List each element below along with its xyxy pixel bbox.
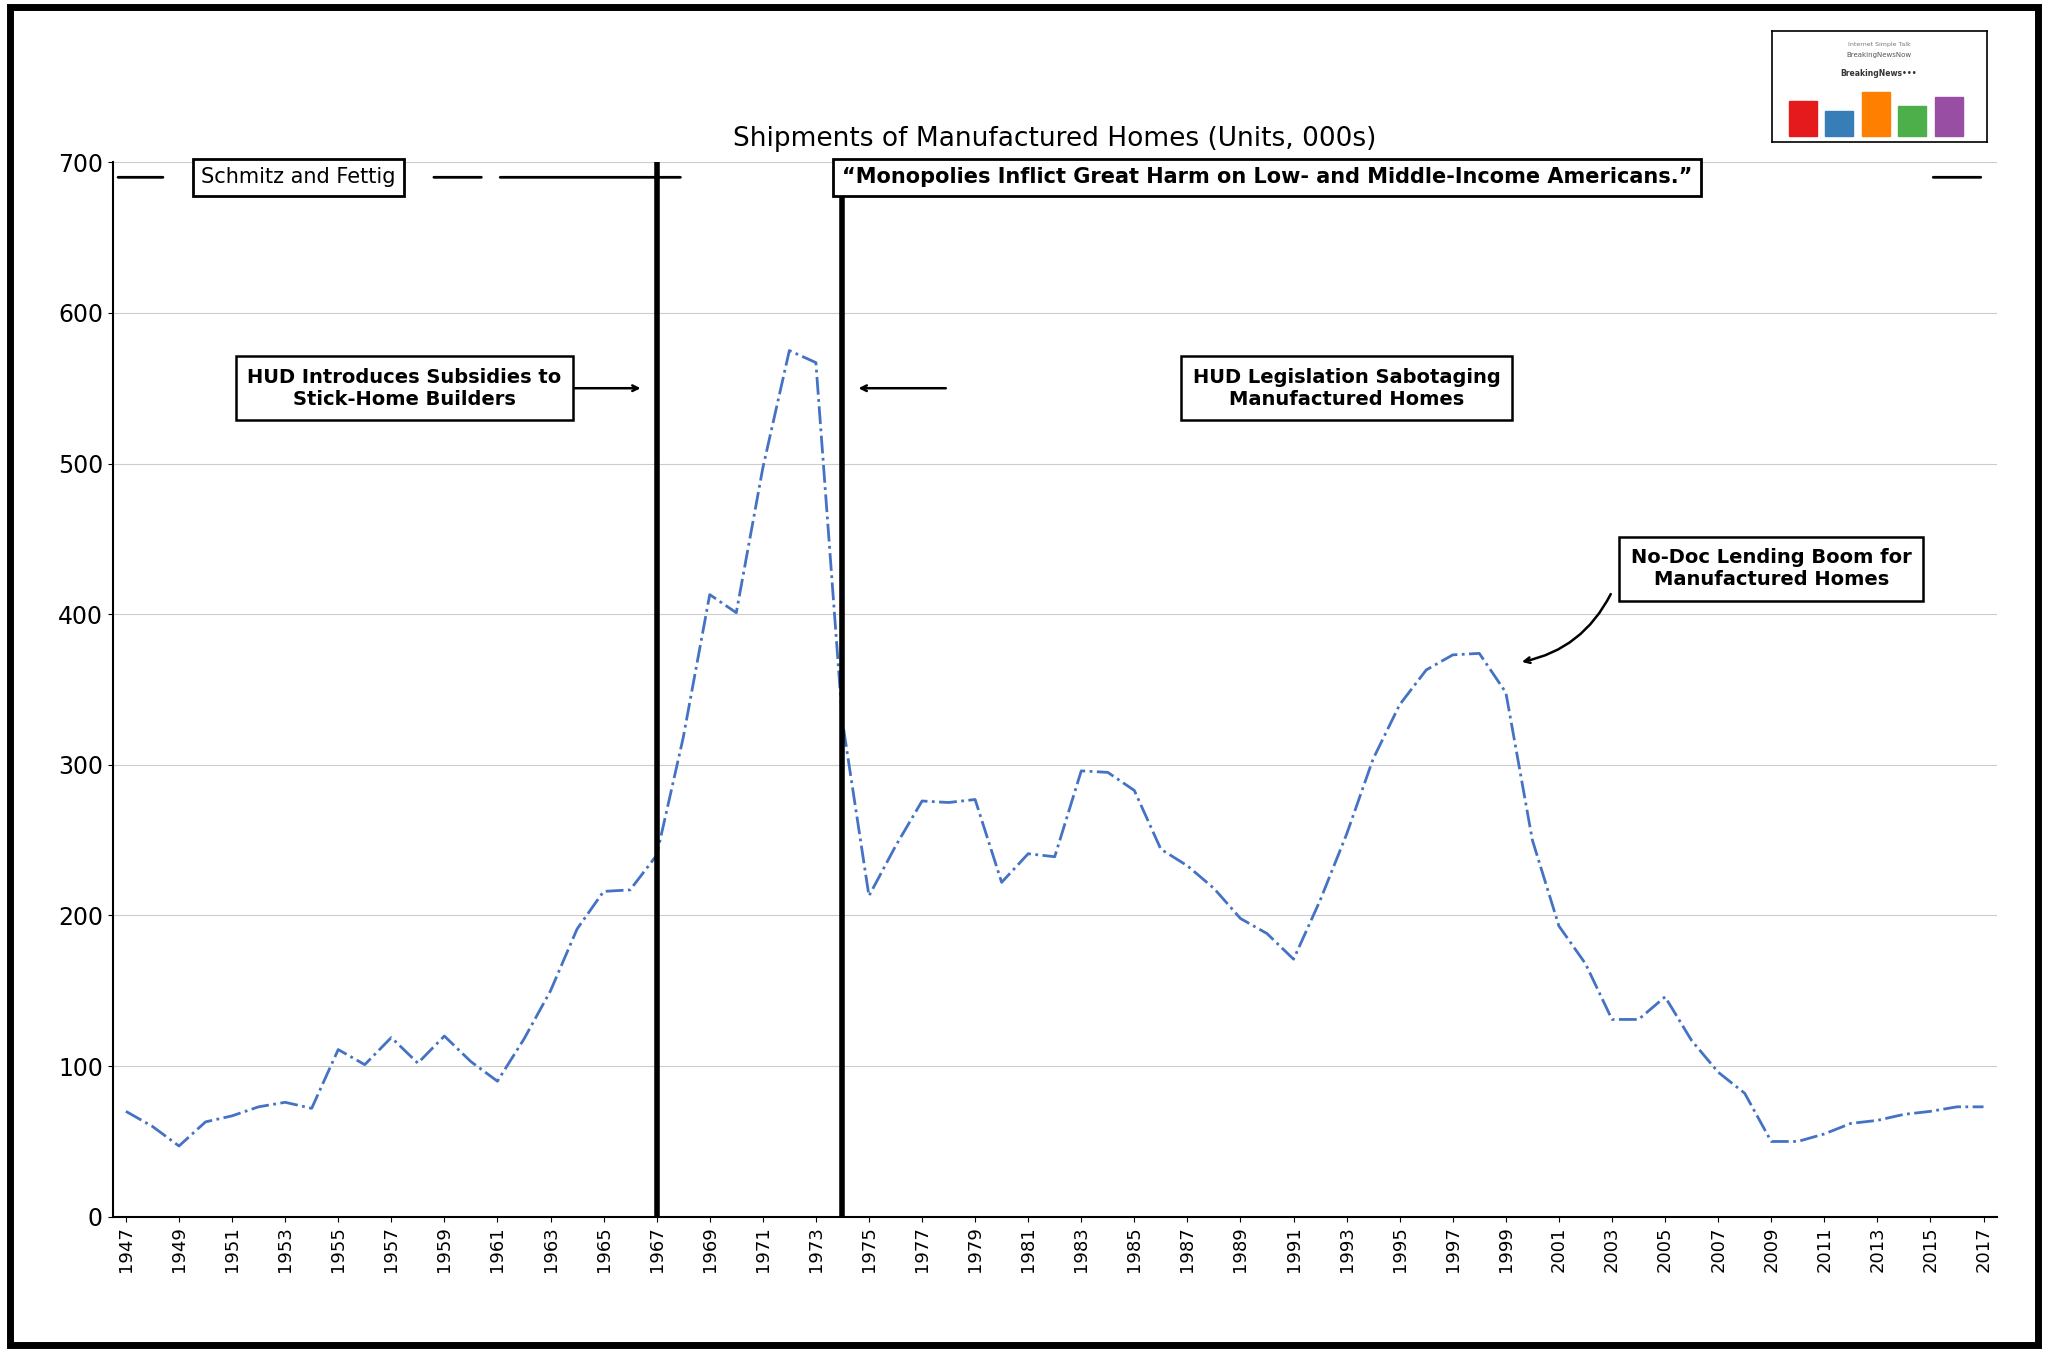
Bar <box>1898 107 1927 137</box>
Text: Schmitz and Fettig: Schmitz and Fettig <box>201 168 395 188</box>
Bar <box>1935 96 1962 137</box>
Text: BreakingNewsNow: BreakingNewsNow <box>1847 53 1911 58</box>
Title: Shipments of Manufactured Homes (Units, 000s): Shipments of Manufactured Homes (Units, … <box>733 126 1376 151</box>
Text: Internet Simple Talk: Internet Simple Talk <box>1847 42 1911 47</box>
Text: HUD Legislation Sabotaging
Manufactured Homes: HUD Legislation Sabotaging Manufactured … <box>1192 368 1501 408</box>
Text: No-Doc Lending Boom for
Manufactured Homes: No-Doc Lending Boom for Manufactured Hom… <box>1630 549 1911 589</box>
Bar <box>1825 111 1853 137</box>
Bar <box>1788 101 1817 137</box>
Text: HUD Introduces Subsidies to
Stick-Home Builders: HUD Introduces Subsidies to Stick-Home B… <box>248 368 561 408</box>
Text: BreakingNews•••: BreakingNews••• <box>1841 69 1917 77</box>
Text: “Monopolies Inflict Great Harm on Low- and Middle-Income Americans.”: “Monopolies Inflict Great Harm on Low- a… <box>842 168 1692 188</box>
Bar <box>1862 92 1890 137</box>
